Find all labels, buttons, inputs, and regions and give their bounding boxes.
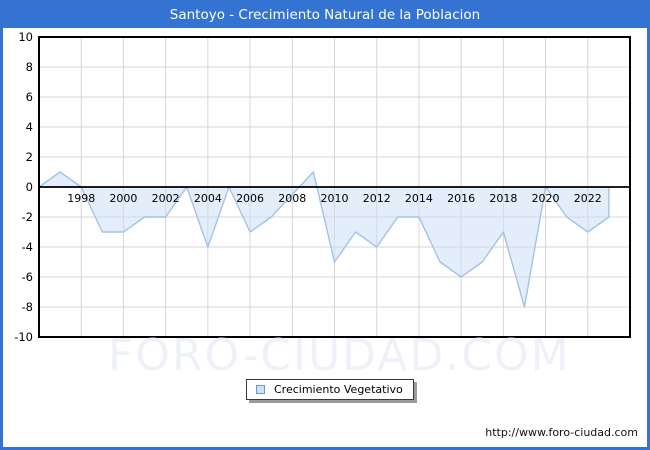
x-tick-label: 2000 xyxy=(109,192,137,205)
x-tick-label: 2010 xyxy=(321,192,349,205)
y-tick-label: 6 xyxy=(26,90,33,104)
y-tick-label: -6 xyxy=(22,270,33,284)
plot-border xyxy=(38,36,631,338)
title-bar: Santoyo - Crecimiento Natural de la Pobl… xyxy=(3,3,647,28)
y-tick-label: 8 xyxy=(26,60,33,74)
x-tick-label: 2018 xyxy=(489,192,517,205)
area-chart-plot: 10 8 6 4 2 0 -2 -4 -6 -8 -10 1998 2000 2002 2004 2006 20… xyxy=(14,30,631,344)
legend-series-swatch-icon xyxy=(256,385,265,394)
y-tick-label: 0 xyxy=(26,180,33,194)
chart-title: Santoyo - Crecimiento Natural de la Pobl… xyxy=(169,7,481,23)
x-tick-label: 2002 xyxy=(152,192,180,205)
footer-url: http://www.foro-ciudad.com xyxy=(485,426,638,439)
y-tick-label: -8 xyxy=(22,300,33,314)
x-tick-label: 2016 xyxy=(447,192,475,205)
y-tick-label: -10 xyxy=(14,330,33,344)
legend-series-label: Crecimiento Vegetativo xyxy=(274,383,403,396)
x-tick-label: 1998 xyxy=(67,192,95,205)
legend[interactable]: Crecimiento Vegetativo xyxy=(246,379,414,400)
y-tick-label: 10 xyxy=(18,30,33,44)
x-tick-label: 2004 xyxy=(194,192,222,205)
x-tick-label: 2020 xyxy=(532,192,560,205)
x-tick-label: 2014 xyxy=(405,192,433,205)
x-tick-label: 2012 xyxy=(363,192,391,205)
area-series xyxy=(38,171,610,308)
x-tick-label: 2022 xyxy=(574,192,602,205)
y-tick-label: 4 xyxy=(26,120,33,134)
y-tick-label: -2 xyxy=(22,210,33,224)
y-tick-label: 2 xyxy=(26,150,33,164)
x-tick-label: 2006 xyxy=(236,192,264,205)
x-tick-label: 2008 xyxy=(278,192,306,205)
y-tick-label: -4 xyxy=(22,240,33,254)
